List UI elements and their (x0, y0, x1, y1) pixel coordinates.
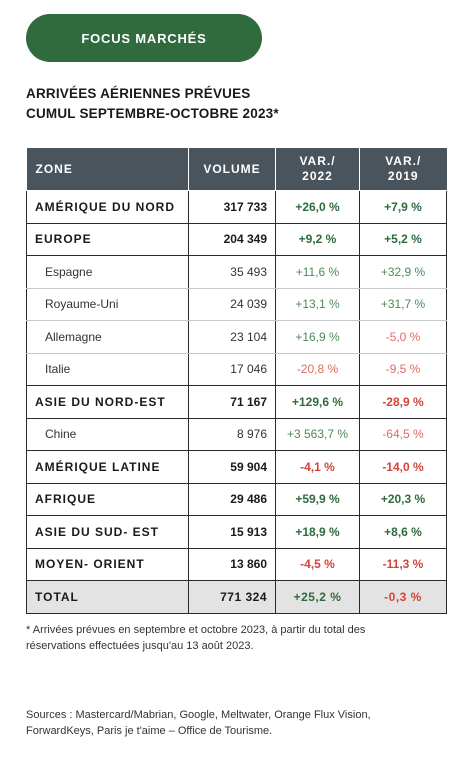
var-2022-cell: +13,1 % (275, 288, 360, 321)
var-2022-cell: -4,1 % (275, 450, 360, 484)
zone-cell: Espagne (26, 255, 189, 289)
sources-line-1: Sources : Mastercard/Mabrian, Google, Me… (26, 709, 371, 721)
zone-cell: ASIE DU SUD- EST (26, 515, 189, 549)
var-2019-cell: +7,9 % (359, 190, 447, 224)
zone-cell: Royaume-Uni (26, 288, 189, 321)
var-2019-cell: -0,3 % (359, 580, 447, 614)
badge-label: FOCUS MARCHÉS (81, 30, 207, 46)
table-row: ASIE DU SUD- EST 15 913 +18,9 % +8,6 % (26, 515, 447, 549)
var-2019-cell: +5,2 % (359, 223, 447, 256)
volume-cell: 15 913 (188, 515, 276, 549)
volume-cell: 8 976 (188, 418, 276, 451)
header-var-2019: VAR./ 2019 (359, 148, 447, 191)
focus-marches-badge: FOCUS MARCHÉS (26, 14, 262, 62)
table-row: ASIE DU NORD-EST 71 167 +129,6 % -28,9 % (26, 385, 447, 419)
var-2019-cell: -5,0 % (359, 320, 447, 354)
header-zone: ZONE (26, 148, 189, 191)
zone-cell: Chine (26, 418, 189, 451)
var-2019-cell: -11,3 % (359, 548, 447, 581)
table-row: Espagne 35 493 +11,6 % +32,9 % (26, 255, 447, 289)
header-var-2022: VAR./ 2022 (275, 148, 360, 191)
arrivals-table: ZONE VOLUME VAR./ 2022 VAR./ 2019 AMÉRIQ… (26, 148, 447, 614)
var-2022-cell: +26,0 % (275, 190, 360, 224)
table-row: EUROPE 204 349 +9,2 % +5,2 % (26, 223, 447, 256)
var-2022-cell: +16,9 % (275, 320, 360, 354)
var-2022-cell: +59,9 % (275, 483, 360, 516)
var-2019-cell: -9,5 % (359, 353, 447, 386)
table-row: AMÉRIQUE DU NORD 317 733 +26,0 % +7,9 % (26, 190, 447, 224)
header-volume: VOLUME (188, 148, 276, 191)
var-2022-cell: +3 563,7 % (275, 418, 360, 451)
var-2019-cell: +20,3 % (359, 483, 447, 516)
zone-cell: EUROPE (26, 223, 189, 256)
table-row: AMÉRIQUE LATINE 59 904 -4,1 % -14,0 % (26, 450, 447, 484)
volume-cell: 17 046 (188, 353, 276, 386)
table-row: AFRIQUE 29 486 +59,9 % +20,3 % (26, 483, 447, 516)
var-2022-cell: +11,6 % (275, 255, 360, 289)
footnote: * Arrivées prévues en septembre et octob… (26, 622, 446, 654)
var-2022-cell: +129,6 % (275, 385, 360, 419)
header-var-2019-line1: VAR./ (385, 154, 422, 168)
var-2019-cell: -28,9 % (359, 385, 447, 419)
footnote-line-2: réservations effectuées jusqu'au 13 août… (26, 640, 254, 652)
volume-cell: 13 860 (188, 548, 276, 581)
header-var-2019-line2: 2019 (387, 169, 419, 183)
var-2022-cell: -4,5 % (275, 548, 360, 581)
sources-line-2: ForwardKeys, Paris je t'aime – Office de… (26, 725, 273, 737)
var-2019-cell: -64,5 % (359, 418, 447, 451)
var-2019-cell: -14,0 % (359, 450, 447, 484)
var-2019-cell: +31,7 % (359, 288, 447, 321)
var-2019-cell: +8,6 % (359, 515, 447, 549)
volume-cell: 35 493 (188, 255, 276, 289)
volume-cell: 59 904 (188, 450, 276, 484)
table-row: MOYEN- ORIENT 13 860 -4,5 % -11,3 % (26, 548, 447, 581)
volume-cell: 23 104 (188, 320, 276, 354)
table-row: Royaume-Uni 24 039 +13,1 % +31,7 % (26, 288, 447, 321)
header-var-2022-line2: 2022 (302, 169, 333, 183)
var-2022-cell: -20,8 % (275, 353, 360, 386)
zone-cell: ASIE DU NORD-EST (26, 385, 189, 419)
volume-cell: 29 486 (188, 483, 276, 516)
zone-cell: AMÉRIQUE DU NORD (26, 190, 189, 224)
volume-cell: 24 039 (188, 288, 276, 321)
zone-cell: AFRIQUE (26, 483, 189, 516)
volume-cell: 771 324 (188, 580, 276, 614)
var-2022-cell: +9,2 % (275, 223, 360, 256)
table-row: Allemagne 23 104 +16,9 % -5,0 % (26, 320, 447, 354)
var-2022-cell: +25,2 % (275, 580, 360, 614)
volume-cell: 317 733 (188, 190, 276, 224)
table-header-row: ZONE VOLUME VAR./ 2022 VAR./ 2019 (26, 148, 447, 191)
table-row: Chine 8 976 +3 563,7 % -64,5 % (26, 418, 447, 451)
table-row-total: TOTAL 771 324 +25,2 % -0,3 % (26, 580, 447, 614)
var-2019-cell: +32,9 % (359, 255, 447, 289)
zone-cell: Allemagne (26, 320, 189, 354)
volume-cell: 204 349 (188, 223, 276, 256)
footnote-line-1: * Arrivées prévues en septembre et octob… (26, 624, 366, 636)
var-2022-cell: +18,9 % (275, 515, 360, 549)
sources: Sources : Mastercard/Mabrian, Google, Me… (26, 707, 446, 739)
zone-cell: TOTAL (26, 580, 189, 614)
title-line-1: ARRIVÉES AÉRIENNES PRÉVUES (26, 86, 251, 101)
header-var-2022-line1: VAR./ (299, 154, 336, 168)
title-line-2: CUMUL SEPTEMBRE-OCTOBRE 2023* (26, 106, 279, 121)
zone-cell: MOYEN- ORIENT (26, 548, 189, 581)
table-row: Italie 17 046 -20,8 % -9,5 % (26, 353, 447, 386)
zone-cell: AMÉRIQUE LATINE (26, 450, 189, 484)
volume-cell: 71 167 (188, 385, 276, 419)
page-title: ARRIVÉES AÉRIENNES PRÉVUES CUMUL SEPTEMB… (26, 84, 446, 124)
zone-cell: Italie (26, 353, 189, 386)
